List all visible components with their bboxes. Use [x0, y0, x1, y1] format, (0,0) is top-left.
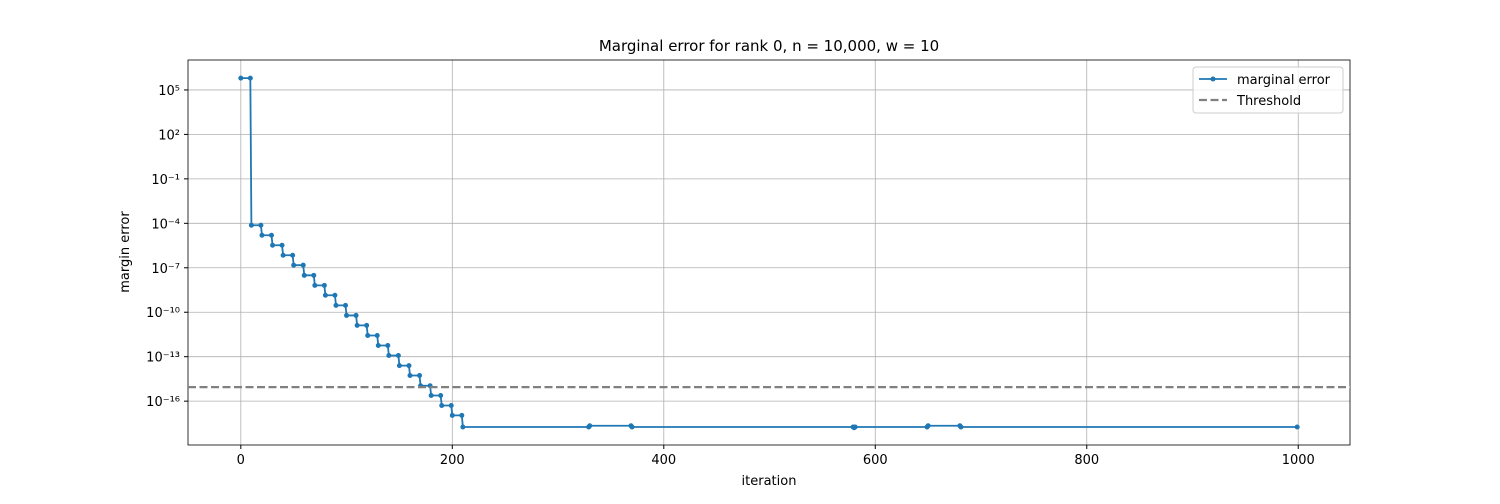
point	[1294, 424, 1300, 430]
point	[311, 272, 317, 278]
y-tick-label: 10⁻¹⁰	[146, 306, 180, 321]
point	[354, 322, 360, 328]
legend-box	[1192, 66, 1344, 114]
point	[365, 332, 371, 338]
x-tick-label: 0	[237, 453, 245, 468]
point	[248, 222, 254, 228]
x-tick-label: 800	[1074, 453, 1099, 468]
point	[343, 302, 349, 308]
point	[291, 262, 297, 268]
point	[396, 363, 402, 369]
point	[629, 424, 635, 430]
point	[448, 402, 454, 408]
point	[270, 242, 276, 248]
point	[333, 302, 339, 308]
point	[301, 272, 307, 278]
point	[439, 402, 445, 408]
point	[259, 232, 265, 238]
point	[344, 312, 350, 318]
legend-marker	[1210, 76, 1216, 82]
point	[385, 342, 391, 348]
point	[364, 322, 370, 328]
point	[460, 424, 466, 430]
point	[587, 423, 593, 429]
chart-title: Marginal error for rank 0, n = 10,000, w…	[599, 37, 939, 55]
point	[417, 372, 423, 378]
y-tick-label: 10⁵	[158, 84, 180, 99]
y-tick-label: 10⁻⁴	[151, 217, 180, 232]
x-tick-label: 1000	[1282, 453, 1315, 468]
point	[449, 412, 455, 418]
point	[332, 292, 338, 298]
plot-frame	[187, 59, 1351, 446]
point	[395, 353, 401, 359]
point	[280, 252, 286, 258]
y-tick-label: 10⁻⁷	[151, 262, 180, 277]
point	[258, 222, 264, 228]
y-tick-label: 10⁻¹³	[146, 351, 180, 366]
point	[386, 353, 392, 359]
x-axis-label: iteration	[742, 474, 797, 489]
y-tick-label: 10⁻¹	[151, 173, 180, 188]
y-axis-label: margin error	[118, 211, 133, 293]
point	[279, 242, 285, 248]
point	[247, 75, 253, 81]
point	[852, 424, 858, 430]
point	[268, 232, 274, 238]
y-tick-label: 10²	[158, 128, 180, 143]
point	[300, 262, 306, 268]
x-tick-label: 600	[863, 453, 888, 468]
point	[407, 372, 413, 378]
point	[375, 342, 381, 348]
point	[406, 363, 412, 369]
y-tick-label: 10⁻¹⁶	[146, 395, 180, 410]
point	[459, 412, 465, 418]
point	[958, 424, 964, 430]
point	[428, 393, 434, 399]
point	[312, 282, 318, 288]
point	[353, 312, 359, 318]
point	[290, 252, 296, 258]
x-tick-label: 200	[440, 453, 465, 468]
point	[322, 292, 328, 298]
point	[321, 282, 327, 288]
point	[238, 75, 244, 81]
point	[925, 423, 931, 429]
legend-label: Threshold	[1236, 94, 1301, 109]
legend-label: marginal error	[1237, 73, 1331, 88]
x-tick-label: 400	[651, 453, 676, 468]
point	[438, 393, 444, 399]
point	[374, 332, 380, 338]
